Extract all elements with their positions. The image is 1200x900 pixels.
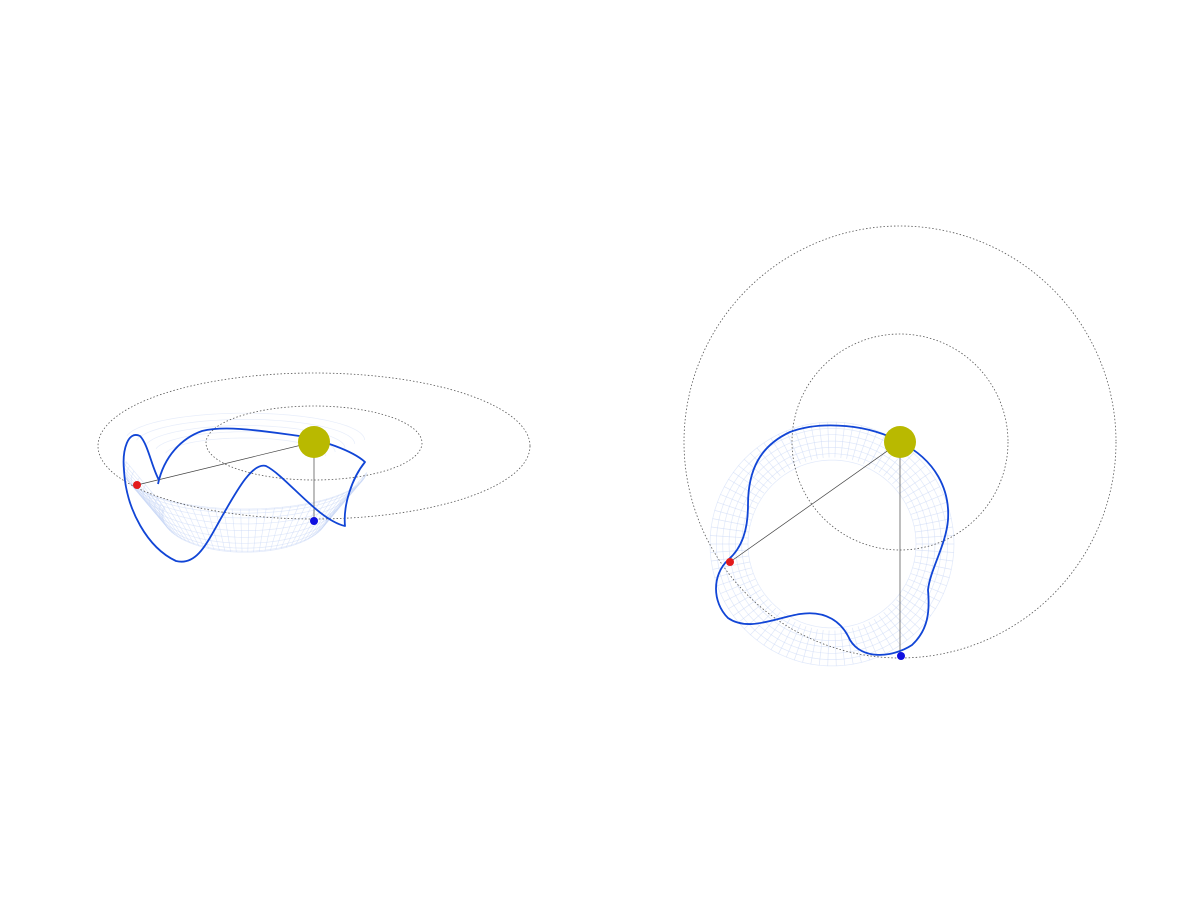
torus-surface-mesh-top	[709, 421, 955, 667]
mesh-line	[851, 425, 862, 461]
mesh-line	[851, 627, 862, 663]
mesh-line	[747, 459, 917, 629]
mesh-line	[846, 423, 854, 459]
mesh-line	[840, 629, 846, 666]
mesh-line	[827, 422, 830, 458]
mesh-line	[868, 434, 886, 467]
mesh-line	[834, 630, 837, 666]
mesh-line	[778, 621, 796, 654]
top-view	[683, 225, 1117, 667]
mesh-line	[802, 425, 813, 461]
mesh-line	[158, 503, 332, 549]
mesh-line	[810, 423, 818, 459]
mesh-line	[154, 498, 336, 544]
sun	[298, 426, 330, 458]
mesh-line	[868, 621, 886, 654]
mesh-line	[818, 422, 824, 459]
mesh-line	[142, 484, 348, 531]
mesh-line	[161, 506, 329, 552]
mesh-line	[770, 618, 791, 650]
mesh-line	[887, 608, 914, 635]
torus-surface-mesh	[122, 412, 368, 553]
projection-marker-top	[897, 652, 905, 660]
mesh-line	[785, 430, 801, 464]
mesh-line	[728, 440, 936, 648]
mesh-line	[834, 422, 837, 458]
inner-orbit-ring	[205, 405, 423, 481]
mesh-line	[136, 477, 354, 525]
mesh-line	[756, 611, 781, 641]
mesh-line	[148, 491, 341, 538]
mesh-line	[810, 629, 818, 665]
planet-marker	[133, 481, 141, 489]
mesh-line	[756, 447, 781, 477]
sun-to-planet-line	[136, 441, 315, 486]
mesh-line	[146, 425, 346, 449]
mesh-line	[840, 422, 846, 459]
mesh-line	[136, 419, 356, 445]
mesh-line	[130, 470, 359, 519]
mesh-line	[778, 434, 796, 467]
trajectory-curve	[122, 427, 366, 563]
perspective-view	[97, 372, 531, 563]
mesh-line	[857, 427, 871, 462]
mesh-line	[793, 626, 807, 661]
outer-orbit-ring	[97, 372, 531, 520]
mesh-line	[741, 453, 923, 635]
trajectory-curve-top	[715, 424, 950, 656]
mesh-line	[750, 608, 777, 635]
mesh-line	[863, 430, 879, 464]
mesh-line	[818, 629, 824, 666]
mesh-line	[126, 412, 365, 441]
planet-marker-top	[726, 558, 734, 566]
outer-orbit-ring-top	[683, 225, 1117, 659]
mesh-line	[785, 624, 801, 658]
mesh-line	[793, 427, 807, 462]
mesh-line	[878, 615, 901, 646]
mesh-line	[863, 624, 879, 658]
mesh-line	[857, 626, 871, 661]
mesh-line	[802, 627, 813, 663]
mesh-line	[734, 447, 930, 641]
mesh-line	[827, 630, 830, 666]
sun-top	[884, 426, 916, 458]
mesh-line	[883, 611, 908, 641]
sun-to-planet-line-top	[729, 441, 901, 563]
mesh-line	[162, 507, 328, 553]
mesh-line	[873, 618, 894, 650]
projection-marker	[310, 517, 318, 525]
